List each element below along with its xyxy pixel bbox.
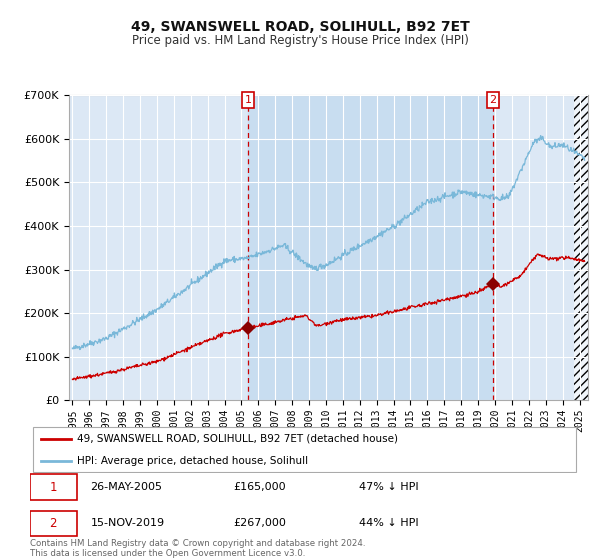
Text: 26-MAY-2005: 26-MAY-2005 <box>91 482 163 492</box>
Polygon shape <box>574 95 588 400</box>
Text: 2: 2 <box>490 95 497 105</box>
Text: £267,000: £267,000 <box>233 519 286 529</box>
Text: 1: 1 <box>245 95 251 105</box>
Bar <box>248 95 493 400</box>
Text: 49, SWANSWELL ROAD, SOLIHULL, B92 7ET (detached house): 49, SWANSWELL ROAD, SOLIHULL, B92 7ET (d… <box>77 434 398 444</box>
FancyBboxPatch shape <box>30 474 77 500</box>
Text: 44% ↓ HPI: 44% ↓ HPI <box>359 519 419 529</box>
Text: £165,000: £165,000 <box>233 482 286 492</box>
Text: 2: 2 <box>50 517 57 530</box>
Text: 1: 1 <box>50 481 57 494</box>
Text: HPI: Average price, detached house, Solihull: HPI: Average price, detached house, Soli… <box>77 456 308 466</box>
FancyBboxPatch shape <box>33 427 576 472</box>
Text: 49, SWANSWELL ROAD, SOLIHULL, B92 7ET: 49, SWANSWELL ROAD, SOLIHULL, B92 7ET <box>131 20 469 34</box>
Text: 15-NOV-2019: 15-NOV-2019 <box>91 519 164 529</box>
FancyBboxPatch shape <box>30 511 77 536</box>
Text: Contains HM Land Registry data © Crown copyright and database right 2024.
This d: Contains HM Land Registry data © Crown c… <box>30 539 365 558</box>
Text: Price paid vs. HM Land Registry's House Price Index (HPI): Price paid vs. HM Land Registry's House … <box>131 34 469 46</box>
Text: 47% ↓ HPI: 47% ↓ HPI <box>359 482 419 492</box>
